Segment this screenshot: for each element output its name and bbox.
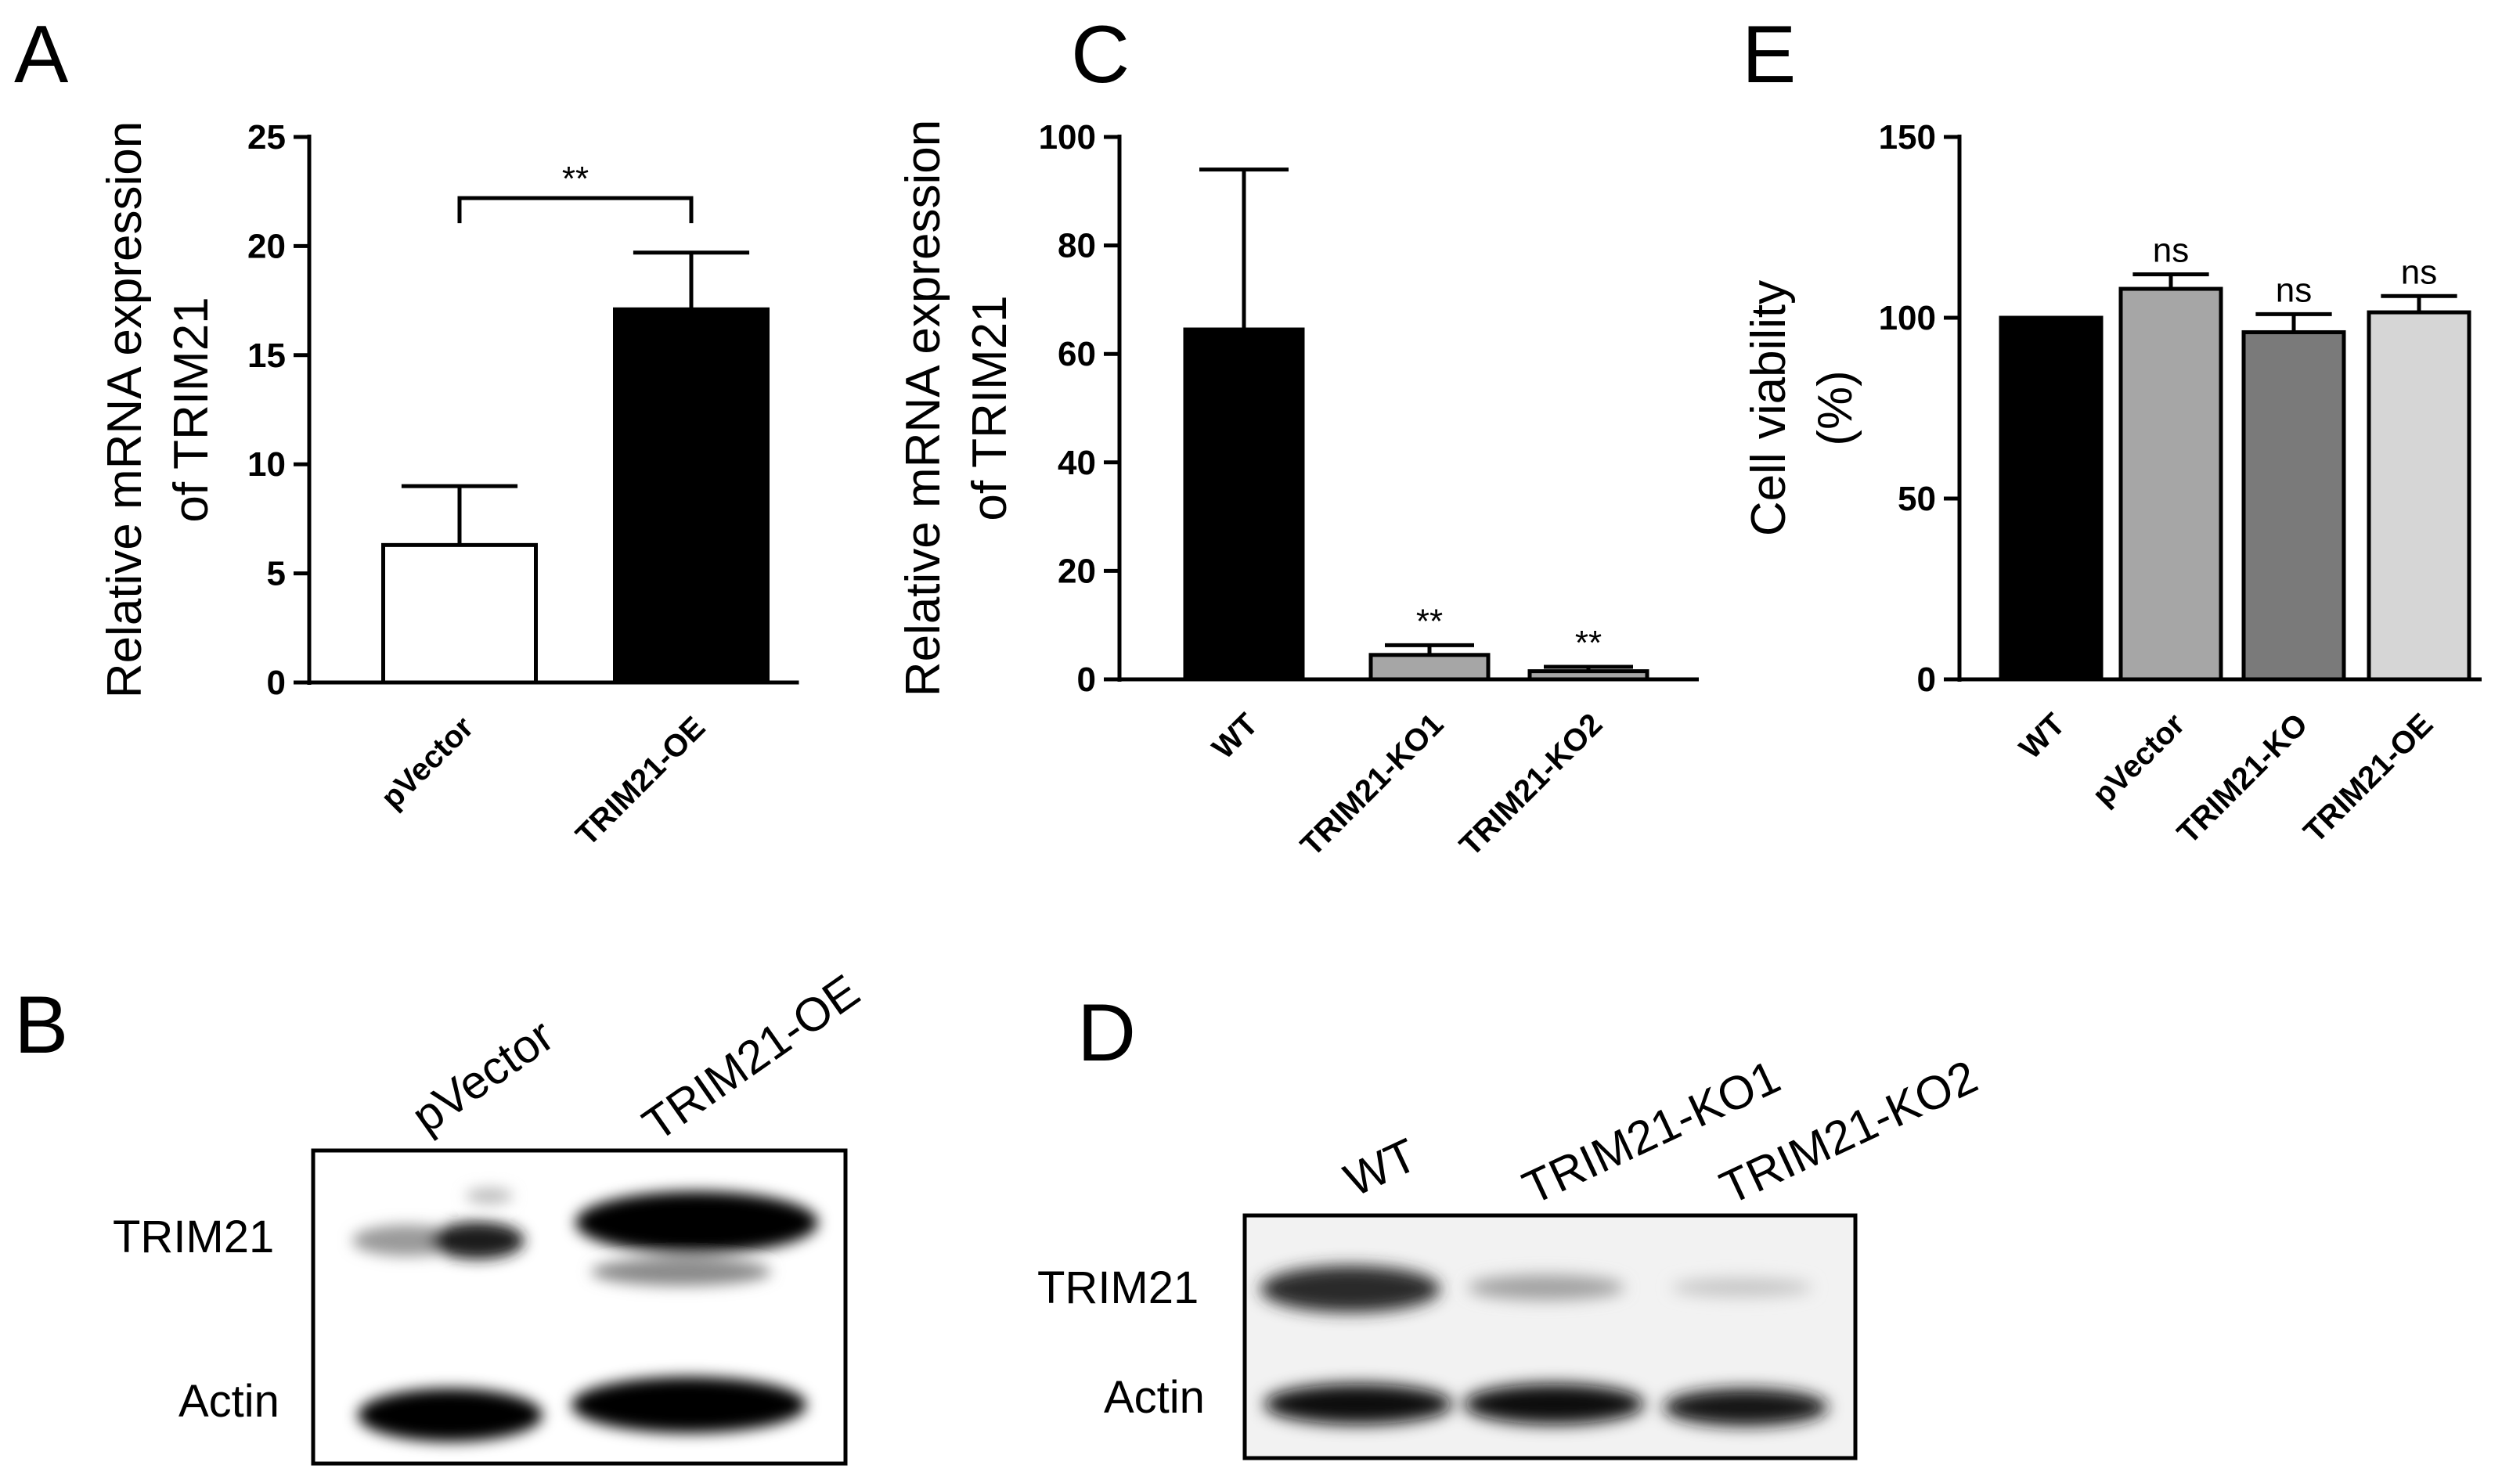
x-tick-label: TRIM21-KO1 [1294, 707, 1450, 862]
y-tick-label: 20 [1058, 552, 1096, 590]
significance-bracket: ** [457, 160, 694, 224]
y-tick-label: 100 [1039, 118, 1096, 157]
western-blot-b: pVector TRIM21-OE TRIM21 Actin [113, 964, 869, 1466]
chart-c: 0 20 40 60 80 100 Relative mRNA expression of T… [896, 118, 1699, 863]
y-tick-label: 0 [1077, 661, 1096, 699]
x-tick-label: WT [1206, 707, 1264, 765]
x-tick-label: WT [2013, 707, 2071, 765]
panel-letter-b: B [14, 980, 68, 1071]
significance-label: ns [2153, 232, 2189, 270]
y-axis-label-line2: of TRIM21 [164, 297, 218, 522]
x-tick-label: TRIM21-KO [2171, 707, 2315, 851]
y-tick-label: 50 [1898, 480, 1936, 518]
y-axis-label-line2: (%) [1808, 370, 1862, 445]
significance-label: ns [2276, 271, 2312, 309]
y-tick-label: 0 [267, 664, 286, 702]
panel-letter-d: D [1077, 988, 1136, 1078]
x-tick-label: TRIM21-OE [569, 710, 712, 852]
blot-d-lane-wt: WT [1336, 1129, 1425, 1207]
y-tick-label: 150 [1879, 118, 1936, 157]
x-tick-label: TRIM21-OE [2297, 707, 2439, 849]
x-tick-label: pVector [375, 710, 481, 816]
y-axis-label-line1: Relative mRNA expression [896, 120, 950, 697]
y-tick-label: 20 [247, 227, 286, 265]
bar [2241, 329, 2346, 682]
y-axis-label-line1: Cell viability [1742, 280, 1796, 536]
blot-b-row-trim21: TRIM21 [113, 1212, 274, 1262]
blot-b-actin-bands [358, 1377, 806, 1442]
western-blot-d: WT TRIM21-KO1 TRIM21-KO2 TRIM21 Actin [1037, 1050, 1985, 1460]
blot-b-lane-pvector: pVector [402, 1009, 563, 1143]
x-tick-label: pVector [2086, 707, 2192, 812]
y-tick-label: 15 [247, 337, 286, 375]
blot-d-actin-bands [1264, 1384, 1828, 1426]
y-tick-label: 80 [1058, 227, 1096, 265]
y-tick-label: 5 [267, 555, 286, 593]
significance-label: ns [2401, 253, 2437, 291]
y-tick-label: 0 [1917, 661, 1936, 699]
blot-d-row-trim21: TRIM21 [1037, 1262, 1199, 1313]
panel-letter-a: A [14, 9, 69, 100]
bar [1368, 653, 1491, 682]
bar [1183, 327, 1305, 682]
panel-letter-e: E [1742, 9, 1796, 100]
blot-b-row-actin: Actin [178, 1376, 279, 1427]
bar [1999, 315, 2104, 682]
chart-a: 0 5 10 15 20 25 Relative mRNA expression of TRI… [98, 118, 799, 852]
blot-b-trim21-bands [352, 1188, 818, 1286]
bar [613, 307, 770, 685]
significance-label: ** [1575, 624, 1602, 662]
significance-label: ** [562, 160, 589, 198]
chart-e: 0 50 100 150 Cell viability (%) WT pVector ns TRI… [1742, 118, 2482, 851]
bar [381, 542, 538, 685]
bracket-line [457, 196, 694, 224]
y-tick-label: 25 [247, 118, 286, 157]
y-tick-label: 100 [1879, 299, 1936, 337]
bar [1527, 669, 1649, 682]
y-tick-label: 60 [1058, 335, 1096, 373]
bar [2367, 310, 2471, 682]
bar [2118, 286, 2223, 682]
y-tick-label: 40 [1058, 444, 1096, 482]
x-tick-label: TRIM21-KO2 [1453, 707, 1609, 862]
y-axis-label-line1: Relative mRNA expression [98, 121, 152, 698]
y-tick-label: 10 [247, 445, 286, 484]
blot-d-trim21-bands [1260, 1266, 1812, 1313]
significance-label: ** [1416, 602, 1443, 640]
blot-d-row-actin: Actin [1104, 1372, 1205, 1423]
panel-letter-c: C [1071, 9, 1130, 100]
y-axis-label-line2: of TRIM21 [963, 295, 1017, 520]
blot-b-lane-trim21-oe: TRIM21-OE [633, 964, 869, 1151]
